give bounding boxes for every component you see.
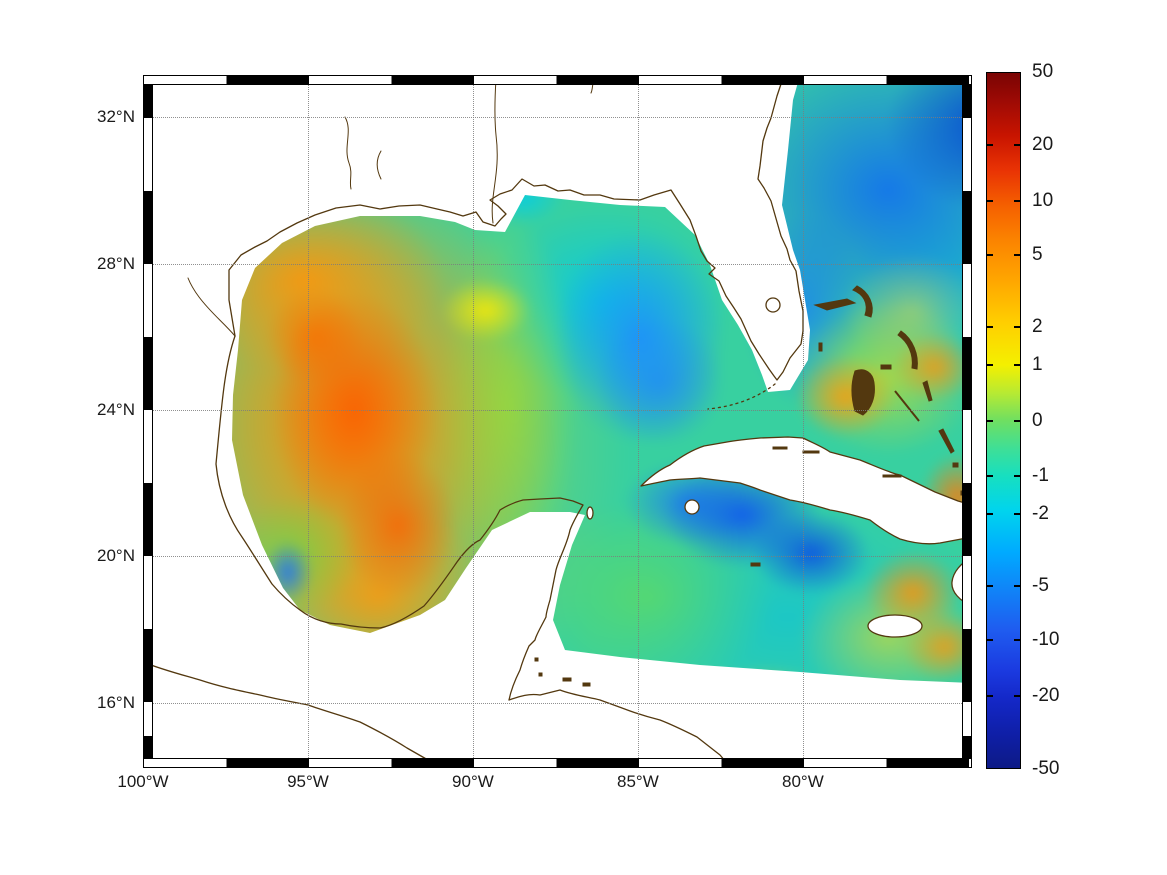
colorbar-tick-mark	[987, 364, 993, 367]
island-isla-juventud	[684, 499, 700, 515]
gridline-horizontal	[143, 263, 972, 265]
x-tick-label: 100°W	[117, 772, 169, 791]
island-eleuthera	[897, 330, 918, 370]
island-crooked	[952, 462, 959, 468]
colorbar-tick-label: -10	[1032, 629, 1060, 651]
map-plot-area	[143, 75, 972, 768]
gridline-horizontal	[143, 116, 972, 118]
y-tick-label: 16°N	[97, 692, 135, 712]
gridline-vertical	[802, 75, 804, 768]
cay-belize-2	[538, 672, 543, 677]
colorbar-tick-label: -5	[1032, 574, 1049, 596]
colorbar-tick-mark	[1014, 254, 1020, 257]
x-tick-label: 95°W	[287, 772, 329, 791]
y-tick-label: 32°N	[97, 106, 135, 126]
island-cozumel	[586, 506, 594, 520]
y-tick-label: 20°N	[97, 546, 135, 566]
colorbar-tick-label: 10	[1032, 189, 1054, 211]
lake-okeechobee	[765, 297, 781, 313]
coastline-mexico	[215, 335, 732, 768]
coastline-us-gulf-florida	[228, 75, 804, 381]
x-tick-label: 85°W	[617, 772, 659, 791]
river-mississippi	[491, 78, 498, 224]
y-tick-label: 28°N	[97, 253, 135, 273]
colorbar-tick-mark	[1014, 364, 1020, 367]
colorbar-tick-mark	[987, 199, 993, 202]
colorbar-tick-mark	[987, 694, 993, 697]
colorbar-tick-mark	[987, 254, 993, 257]
cays-cuba-north-2	[802, 450, 820, 454]
colorbar-tick-mark	[1014, 512, 1020, 515]
colorbar-tick-mark	[1014, 474, 1020, 477]
gridline-vertical	[307, 75, 309, 768]
coastline-cuba	[640, 436, 972, 545]
x-tick-label: 80°W	[781, 772, 824, 791]
colorbar-tick-label: 2	[1032, 316, 1043, 338]
colorbar-tick-label: 50	[1032, 61, 1054, 82]
colorbar-tick-mark	[987, 419, 993, 422]
colorbar-tick-mark	[987, 326, 993, 329]
x-tick-label: 90°W	[452, 772, 494, 791]
colorbar-tick-mark	[987, 512, 993, 515]
gridline-vertical	[637, 75, 639, 768]
island-bay-1	[562, 677, 572, 682]
colorbar-tick-mark	[1014, 419, 1020, 422]
cays-cuba-north-1	[772, 446, 788, 450]
island-grand-bahama	[813, 298, 857, 311]
island-long-island	[938, 428, 955, 454]
colorbar-tick-mark	[1014, 639, 1020, 642]
coastline-pacific-mexico	[143, 661, 441, 768]
island-bimini	[818, 342, 823, 352]
island-jamaica	[867, 614, 923, 638]
map-frame-zebra-right	[962, 75, 972, 768]
gridline-vertical	[472, 75, 474, 768]
coastlines-overlay	[143, 75, 972, 768]
map-frame-zebra-left	[143, 75, 153, 768]
colorbar-tick-label: 5	[1032, 244, 1043, 266]
river-texas-1	[344, 116, 352, 190]
map-frame-zebra-bottom	[143, 758, 972, 768]
colorbar-tick-mark	[987, 144, 993, 147]
islands-florida-keys	[707, 383, 776, 410]
cay-belize-1	[534, 657, 539, 662]
colorbar-tick-label: 1	[1032, 354, 1043, 376]
island-abaco	[852, 285, 873, 318]
island-andros	[851, 369, 875, 416]
river-texas-2	[376, 150, 382, 180]
cays-camaguey	[882, 474, 902, 478]
gridline-horizontal	[143, 702, 972, 704]
gridline-horizontal	[143, 409, 972, 411]
colorbar-tick-mark	[1014, 199, 1020, 202]
island-cayman	[750, 562, 761, 567]
colorbar-tick-label: -1	[1032, 464, 1049, 486]
map-frame-zebra-top	[143, 75, 972, 85]
colorbar-tick-mark	[1014, 584, 1020, 587]
colorbar-tick-label: -2	[1032, 502, 1049, 524]
y-tick-label: 24°N	[97, 399, 135, 419]
colorbar-tick-label: -50	[1032, 758, 1060, 779]
islands-exuma	[894, 390, 920, 422]
colorbar-tick-mark	[1014, 694, 1020, 697]
colorbar-tick-mark	[987, 584, 993, 587]
colorbar-tick-mark	[987, 474, 993, 477]
islands-bahamas-group	[534, 285, 968, 687]
colorbar-tick-mark	[1014, 326, 1020, 329]
island-new-providence	[880, 364, 892, 370]
colorbar-tick-label: 0	[1032, 409, 1043, 431]
colorbar-tick-label: -20	[1032, 684, 1060, 706]
colorbar-tick-mark	[1014, 144, 1020, 147]
colorbar-tick-mark	[987, 639, 993, 642]
island-cat	[922, 380, 933, 402]
colorbar-tick-label: 20	[1032, 134, 1054, 156]
island-bay-2	[582, 682, 591, 687]
gridline-horizontal	[143, 556, 972, 558]
river-rio-grande	[187, 277, 236, 337]
